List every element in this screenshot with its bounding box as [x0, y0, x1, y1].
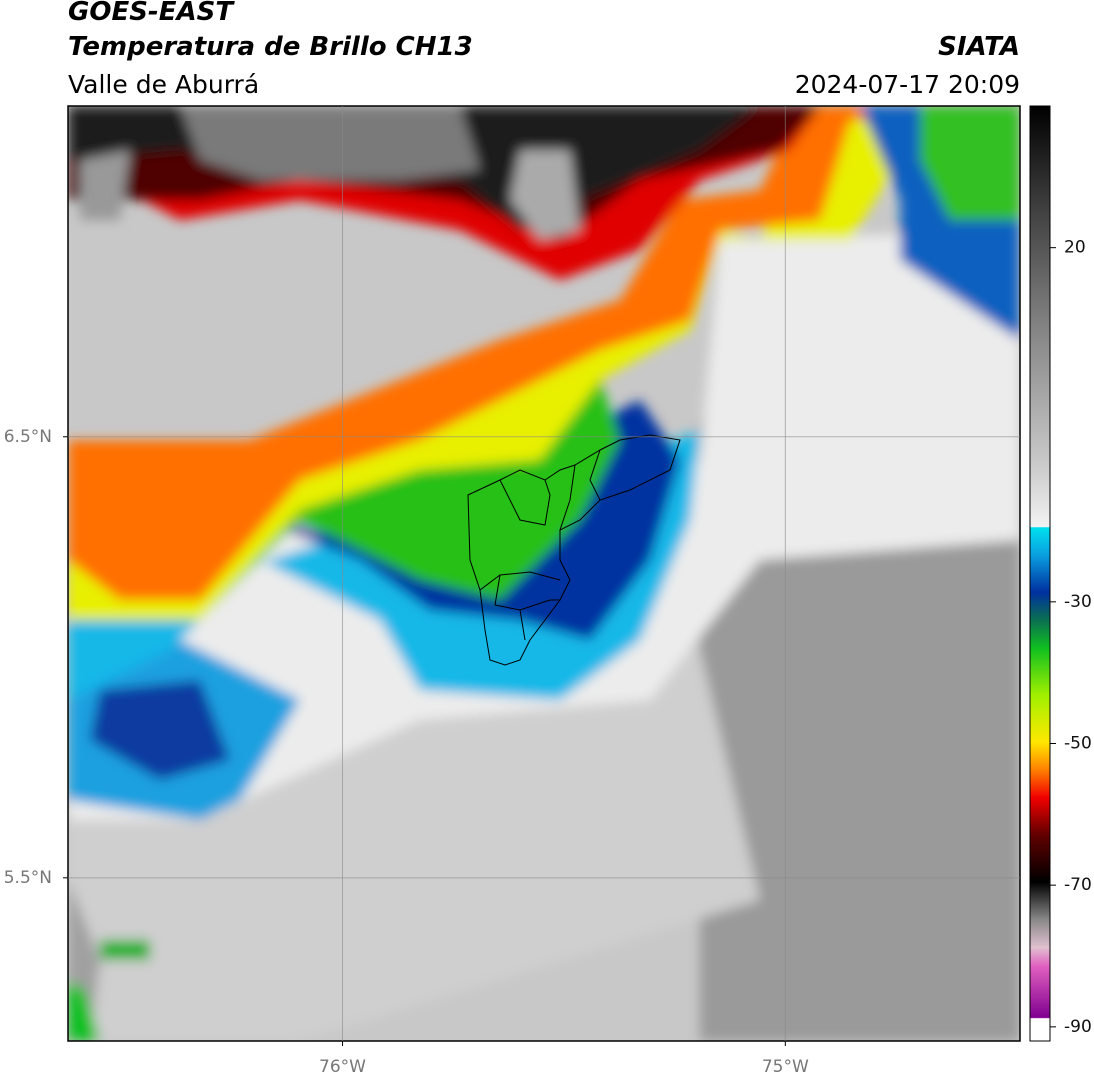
y-tick-label: 6.5°N	[4, 427, 52, 447]
y-tick-label: 5.5°N	[4, 868, 52, 888]
colorbar-tick-label: -90	[1064, 1017, 1092, 1037]
x-tick-label: 75°W	[762, 1057, 809, 1077]
datetime: 2024-07-17 20:09	[795, 70, 1020, 99]
colorbar-tick-label: 20	[1064, 238, 1086, 258]
colorbar-tick-label: -30	[1064, 592, 1092, 612]
x-tick-label: 76°W	[319, 1057, 366, 1077]
colorbar	[1029, 105, 1051, 1042]
source: SIATA	[938, 32, 1020, 62]
satellite-image	[68, 106, 1020, 1041]
subtitle: Temperatura de Brillo CH13	[68, 32, 473, 62]
colorbar-tick-label: -70	[1064, 875, 1092, 895]
map-frame	[67, 105, 1021, 1042]
region: Valle de Aburrá	[68, 70, 259, 99]
municipal-boundaries	[467, 434, 681, 666]
colorbar-tick-label: -50	[1064, 734, 1092, 754]
title: GOES-EAST	[68, 0, 235, 27]
